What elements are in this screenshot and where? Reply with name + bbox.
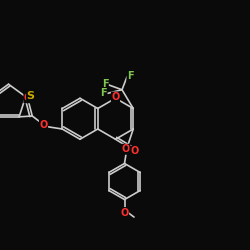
- Text: O: O: [39, 120, 48, 130]
- Text: S: S: [27, 91, 35, 101]
- Text: O: O: [24, 93, 32, 103]
- Text: O: O: [122, 144, 130, 154]
- Text: F: F: [102, 79, 108, 89]
- Text: F: F: [127, 71, 134, 81]
- Text: O: O: [112, 92, 120, 102]
- Text: F: F: [100, 88, 107, 99]
- Text: O: O: [130, 146, 138, 156]
- Text: O: O: [120, 208, 129, 218]
